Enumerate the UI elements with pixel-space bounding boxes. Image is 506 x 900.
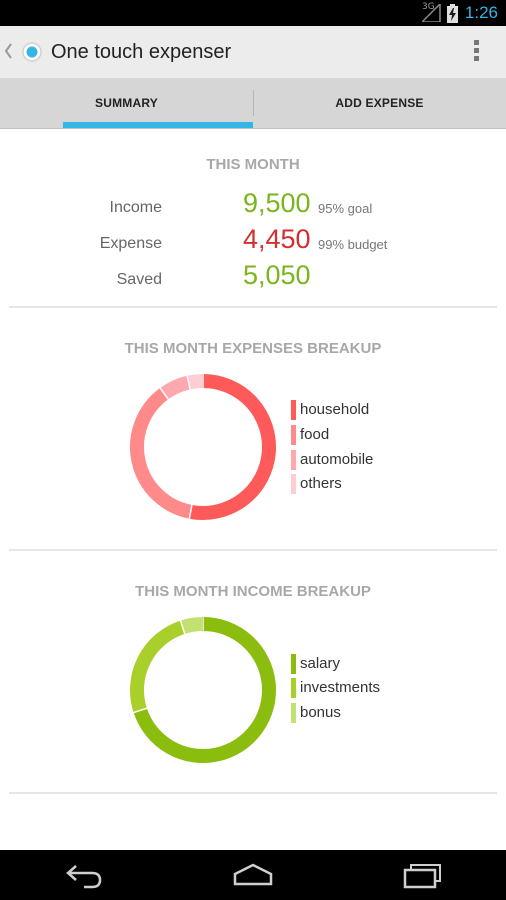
expense-note: 99% budget	[318, 237, 388, 252]
legend-label: bonus	[300, 704, 341, 721]
donut-slice-bonus	[180, 617, 204, 634]
expense-value: 4,450	[243, 224, 311, 254]
tab-summary[interactable]: SUMMARY	[95, 96, 158, 110]
donut-slice-food	[130, 387, 193, 519]
saved-label: Saved	[116, 271, 162, 288]
system-nav-bar	[0, 850, 506, 900]
legend-label: food	[300, 426, 330, 443]
legend-swatch	[291, 474, 296, 494]
tab-divider	[253, 90, 254, 116]
selected-tab-indicator	[63, 122, 253, 128]
income-label: Income	[109, 199, 162, 216]
overflow-menu-icon[interactable]	[470, 40, 482, 66]
battery-charging-icon	[447, 4, 458, 23]
legend-label: automobile	[300, 451, 374, 468]
donut-slice-separator	[179, 620, 186, 635]
section-divider	[9, 306, 497, 308]
donut-slice-separator	[133, 707, 148, 714]
network-type: 3G	[422, 2, 435, 12]
income-note: 95% goal	[318, 201, 373, 216]
income-breakup-title: THIS MONTH INCOME BREAKUP	[135, 583, 371, 600]
donut-slice-salary	[133, 617, 276, 763]
income-value: 9,500	[243, 188, 311, 218]
legend-swatch	[291, 678, 296, 698]
expenses-breakup-title: THIS MONTH EXPENSES BREAKUP	[124, 340, 382, 357]
status-time: 1:26	[464, 3, 498, 22]
donut-slice-others	[187, 374, 204, 390]
legend-swatch	[291, 425, 296, 445]
legend-label: others	[300, 475, 342, 492]
donut-slice-automobile	[160, 375, 191, 400]
donut-slice-separator	[186, 375, 191, 390]
action-bar: One touch expenser	[0, 26, 506, 78]
section-divider	[9, 549, 497, 551]
tab-bar: SUMMARY ADD EXPENSE	[0, 78, 506, 129]
donut-slice-separator	[159, 387, 169, 400]
legend-swatch	[291, 400, 296, 420]
donut-slice-separator	[188, 504, 193, 519]
status-bar: 3G 1:26	[0, 0, 506, 26]
chevron-left-icon[interactable]	[3, 42, 13, 60]
expenses-donut-chart	[130, 374, 276, 520]
donut-slice-household	[189, 374, 276, 520]
legend-label: investments	[300, 679, 381, 696]
legend-label: salary	[300, 655, 341, 672]
app-title: One touch expenser	[51, 41, 232, 63]
legend-swatch	[291, 703, 296, 723]
saved-value: 5,050	[243, 260, 311, 290]
section-divider	[9, 792, 497, 794]
tab-add-expense[interactable]: ADD EXPENSE	[335, 96, 424, 110]
back-icon[interactable]	[64, 860, 104, 890]
legend-swatch	[291, 654, 296, 674]
income-donut-chart	[130, 617, 276, 763]
signal-icon	[422, 4, 441, 22]
app-logo-icon[interactable]	[21, 41, 43, 63]
donut-slice-investments	[130, 620, 185, 713]
legend-swatch	[291, 450, 296, 470]
home-icon[interactable]	[232, 860, 274, 890]
expense-label: Expense	[99, 235, 162, 252]
legend-label: household	[300, 401, 370, 418]
recent-apps-icon[interactable]	[402, 860, 442, 890]
this-month-title: THIS MONTH	[206, 156, 300, 173]
